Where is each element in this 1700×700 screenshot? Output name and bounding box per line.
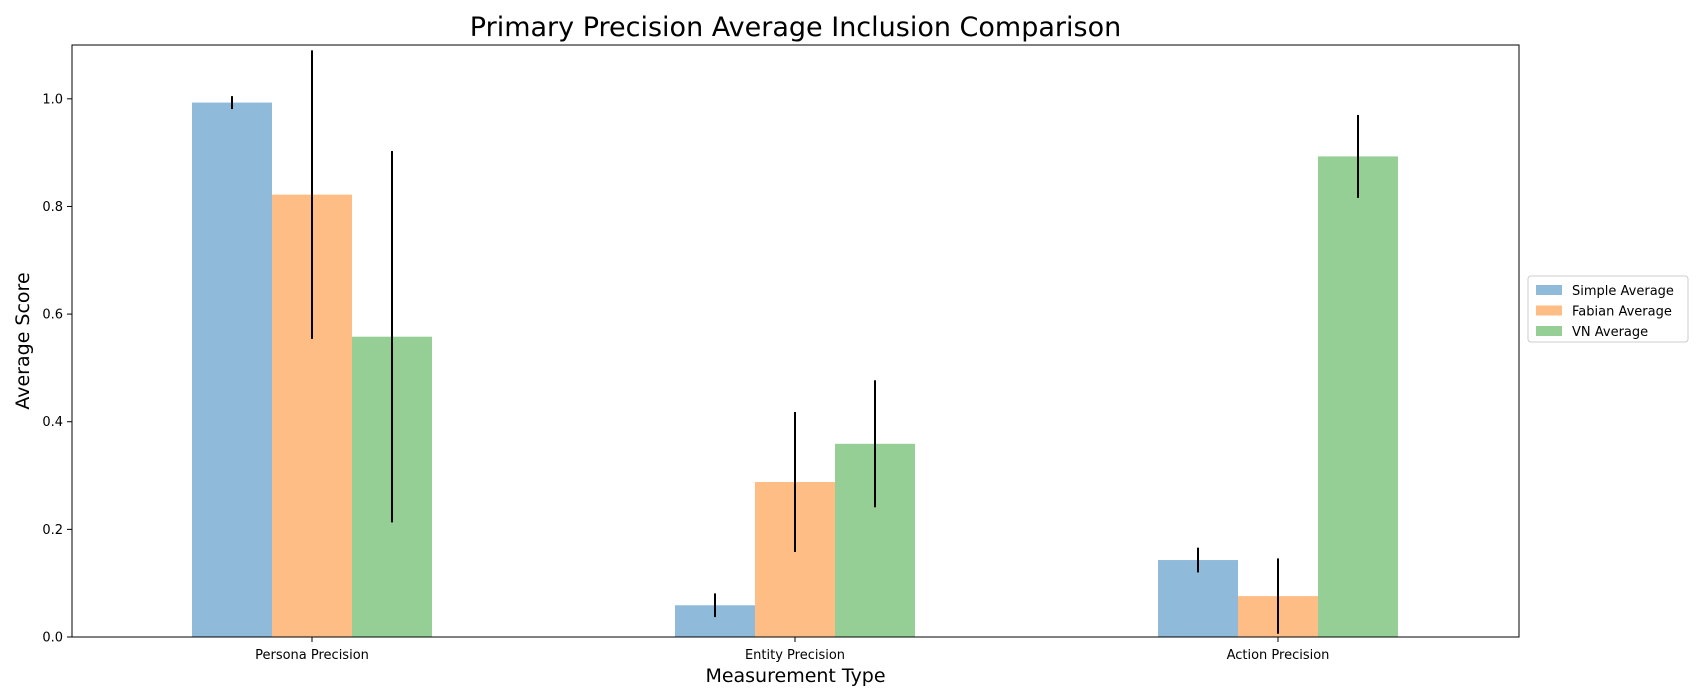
x-tick-label: Action Precision bbox=[1227, 648, 1330, 663]
y-tick-label: 1.0 bbox=[42, 92, 63, 107]
legend-box bbox=[1527, 275, 1689, 343]
bar bbox=[1318, 156, 1398, 638]
y-tick-label: 0.0 bbox=[42, 631, 63, 646]
x-tick-label: Persona Precision bbox=[255, 648, 369, 663]
legend-swatch bbox=[1536, 285, 1562, 295]
y-tick-label: 0.4 bbox=[42, 415, 63, 430]
legend: Simple Average Fabian Average VN Average bbox=[1527, 275, 1689, 343]
legend-swatch bbox=[1536, 305, 1562, 316]
x-axis-label: Measurement Type bbox=[705, 665, 885, 687]
y-axis: 0.0 0.2 0.4 0.6 0.8 1.0 bbox=[42, 92, 72, 646]
error-bars-group bbox=[231, 50, 1359, 634]
legend-label: Fabian Average bbox=[1572, 305, 1672, 320]
bars-group bbox=[192, 102, 1398, 638]
y-tick-label: 0.8 bbox=[42, 200, 63, 215]
y-tick-label: 0.2 bbox=[42, 523, 63, 538]
x-axis: Persona Precision Entity Precision Action … bbox=[255, 637, 1329, 663]
y-tick-label: 0.6 bbox=[42, 308, 63, 323]
legend-label: VN Average bbox=[1572, 325, 1648, 340]
bar bbox=[192, 102, 272, 638]
x-tick-label: Entity Precision bbox=[745, 648, 845, 663]
legend-swatch bbox=[1536, 326, 1562, 336]
legend-label: Simple Average bbox=[1572, 284, 1674, 299]
chart-title: Primary Precision Average Inclusion Comp… bbox=[470, 12, 1121, 43]
y-axis-label: Average Score bbox=[12, 272, 34, 409]
bar bbox=[1158, 560, 1238, 637]
